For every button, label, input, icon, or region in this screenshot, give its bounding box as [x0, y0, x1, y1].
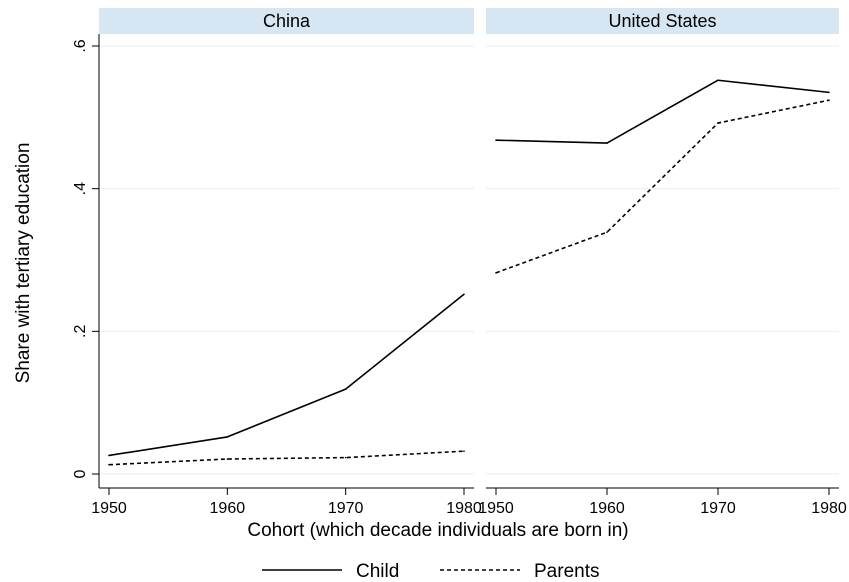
data-point: [606, 142, 608, 144]
y-tick-label: .4: [72, 182, 89, 195]
x-tick-label: 1960: [589, 500, 625, 517]
y-tick-label: .6: [72, 39, 89, 52]
x-tick-label: 1980: [811, 500, 847, 517]
panel-title: China: [263, 11, 311, 31]
panel-title: United States: [608, 11, 716, 31]
series-line-parents: [108, 450, 465, 466]
series-line-parents: [495, 99, 830, 274]
data-point: [463, 450, 465, 452]
x-tick-label: 1950: [91, 500, 127, 517]
data-point: [108, 454, 110, 457]
x-tick-label: 1950: [478, 500, 514, 517]
data-point: [495, 272, 497, 274]
panel-strip: [486, 8, 839, 34]
y-tick-label: .2: [72, 325, 89, 338]
data-point: [108, 463, 110, 466]
y-axis-label: Share with tertiary education: [13, 143, 34, 384]
data-point: [717, 79, 719, 82]
data-point: [344, 388, 347, 390]
legend-label-parents: Parents: [534, 561, 599, 582]
legend-label-child: Child: [356, 561, 399, 582]
panel-0: China 1950 1960 1970 1980 0 .2 .4 .6: [72, 8, 482, 517]
data-point: [344, 456, 347, 459]
data-point: [606, 231, 608, 233]
series-line-child: [495, 79, 830, 144]
data-point: [463, 293, 465, 296]
data-point: [226, 458, 229, 460]
data-point: [828, 99, 830, 102]
x-tick-label: 1960: [210, 500, 246, 517]
x-axis-label: Cohort (which decade individuals are bor…: [247, 520, 628, 541]
x-tick-label: 1970: [328, 500, 364, 517]
x-tick-label: 1970: [700, 500, 736, 517]
data-point: [226, 436, 229, 438]
legend: Child Parents: [262, 561, 599, 582]
data-point: [717, 122, 719, 124]
data-point: [828, 91, 830, 94]
data-point: [495, 139, 497, 141]
panel-strip: [99, 8, 474, 34]
panel-1: United States 1950 1960 1970 1980: [478, 8, 847, 517]
x-tick-label: 1980: [446, 500, 482, 517]
y-tick-label: 0: [72, 469, 89, 478]
series-line-child: [108, 293, 465, 457]
panels: China 1950 1960 1970 1980 0 .2 .4 .6 United State…: [72, 8, 847, 517]
